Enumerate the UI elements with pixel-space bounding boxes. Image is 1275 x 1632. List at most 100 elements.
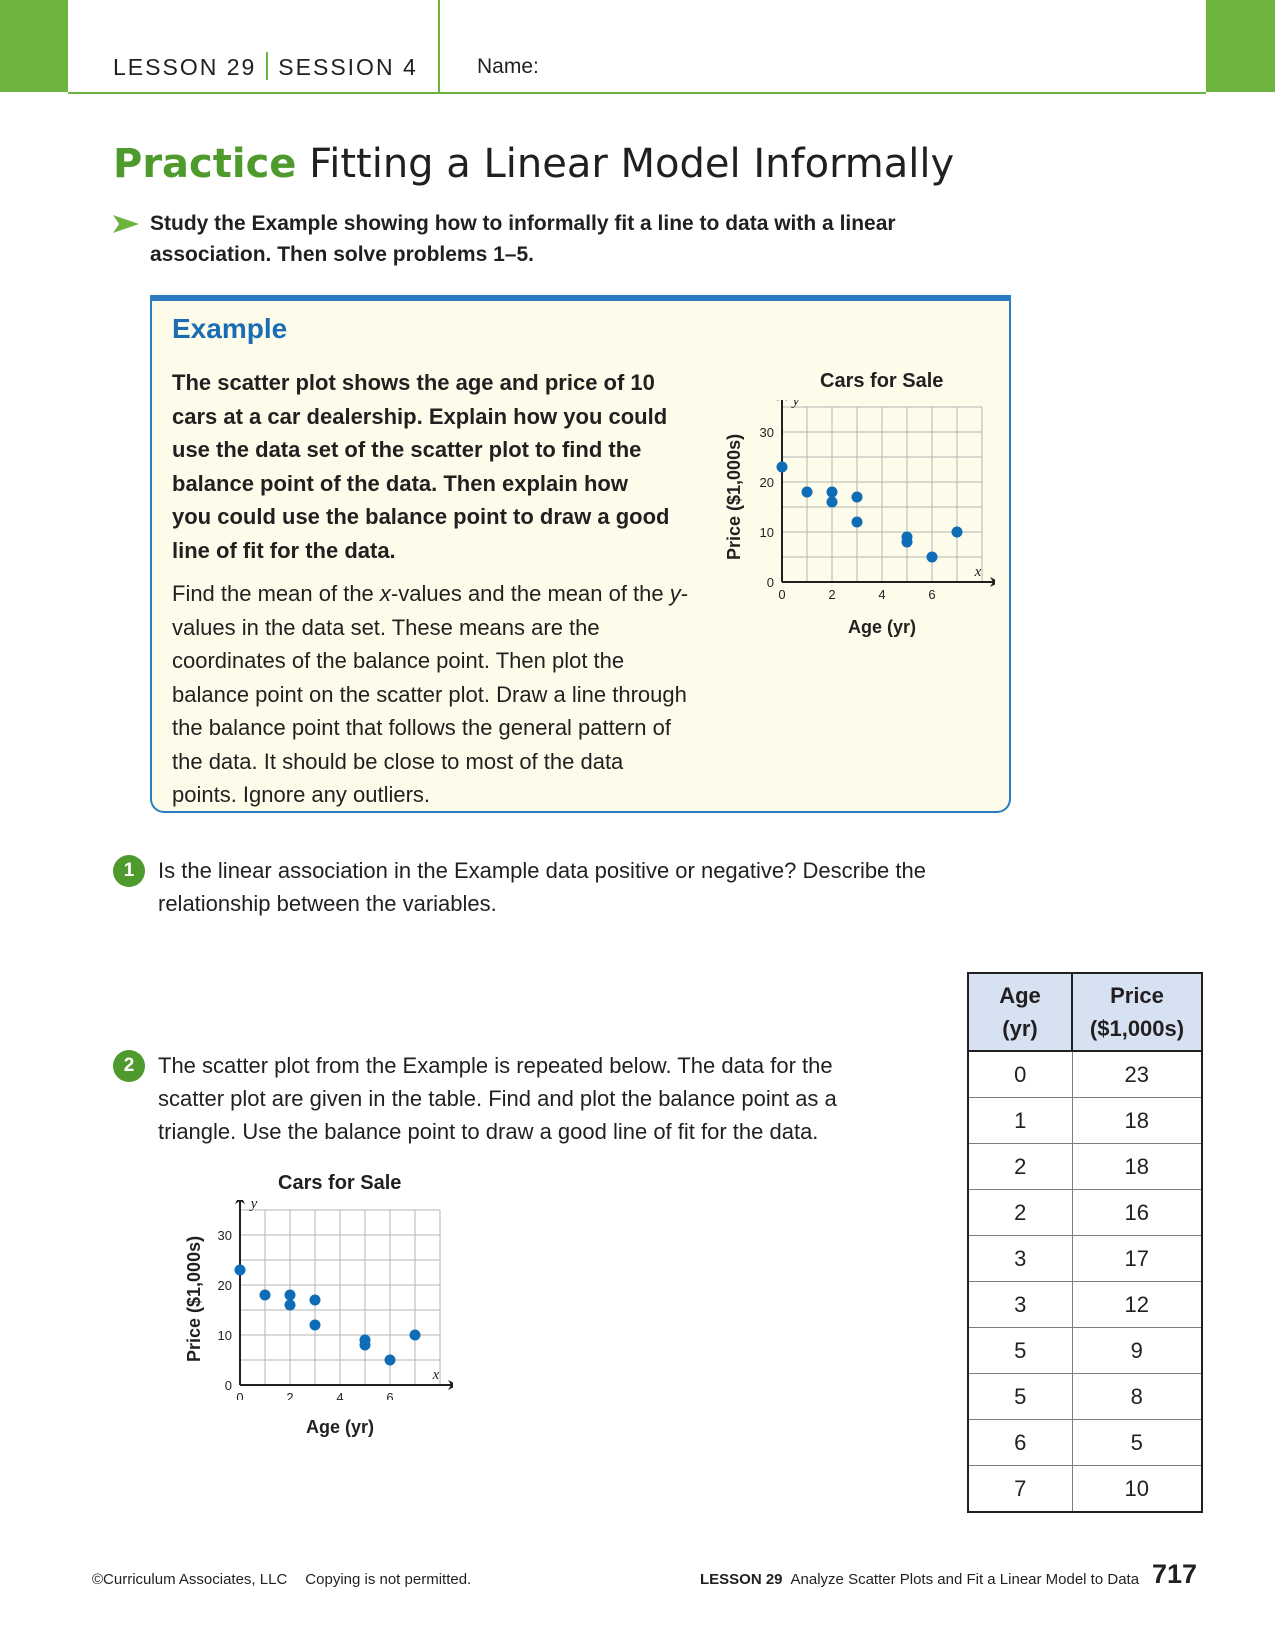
x-tick-label: 4 <box>336 1390 343 1400</box>
data-point <box>826 496 838 508</box>
y-tick-label: 0 <box>767 575 774 590</box>
header-text: Price <box>1110 983 1164 1008</box>
data-point <box>826 486 838 498</box>
data-point <box>234 1264 246 1276</box>
age-cell: 0 <box>967 1050 1073 1098</box>
y-tick-label: 0 <box>225 1378 232 1393</box>
price-cell: 10 <box>1072 1465 1203 1513</box>
header-rule <box>68 92 1206 94</box>
x-axis-variable: x <box>974 564 982 580</box>
example-box: Example The scatter plot shows the age a… <box>150 295 1011 813</box>
data-point <box>951 526 963 538</box>
x-tick-label: 6 <box>928 587 935 600</box>
footer-lesson: LESSON 29 Analyze Scatter Plots and Fit a… <box>700 1571 1139 1588</box>
data-point <box>409 1329 421 1341</box>
chart1-scatter-plot: x y 0 2 4 6 0 10 20 30 <box>760 400 995 600</box>
header-green-block-left <box>0 0 68 92</box>
x-tick-label: 2 <box>286 1390 293 1400</box>
table-row: 3 17 <box>967 1235 1203 1282</box>
header-text: Age <box>999 983 1041 1008</box>
age-price-table: Age (yr) Price ($1,000s) 0 23 1 18 2 18 2 16 3 17 3 1… <box>967 972 1203 1513</box>
header-unit: (yr) <box>1002 1016 1038 1041</box>
lesson-session-separator <box>266 52 269 80</box>
price-cell: 12 <box>1072 1281 1203 1328</box>
example-heading: Example <box>172 313 288 344</box>
table-row: 1 18 <box>967 1097 1203 1144</box>
question-1-text: Is the linear association in the Example… <box>158 858 926 916</box>
x-axis-arrow-icon <box>448 1380 453 1390</box>
y-tick-label: 20 <box>218 1278 232 1293</box>
price-cell: 17 <box>1072 1235 1203 1282</box>
price-cell: 23 <box>1072 1050 1203 1098</box>
y-tick-label: 10 <box>218 1328 232 1343</box>
chart2-xlabel: Age (yr) <box>306 1417 375 1437</box>
age-cell: 2 <box>967 1189 1073 1236</box>
footer-copyright: ©Curriculum Associates, LLC Copying is no… <box>92 1571 471 1588</box>
y-tick-label: 30 <box>760 425 774 440</box>
page-number: 717 <box>1152 1559 1198 1589</box>
price-cell: 18 <box>1072 1097 1203 1144</box>
table-header-age: Age (yr) <box>967 972 1073 1052</box>
data-point <box>359 1339 371 1351</box>
age-cell: 5 <box>967 1373 1073 1420</box>
age-cell: 7 <box>967 1465 1073 1513</box>
price-cell: 8 <box>1072 1373 1203 1420</box>
table-row: 0 23 <box>967 1050 1203 1098</box>
solution-text-part: -values in the data set. These means are… <box>172 581 689 807</box>
x-tick-label: 2 <box>828 587 835 600</box>
y-axis-arrow-icon <box>235 1200 245 1204</box>
y-axis-arrow-icon <box>777 400 787 401</box>
age-cell: 6 <box>967 1419 1073 1466</box>
page-title-highlight: Practice <box>113 141 297 187</box>
data-point <box>309 1294 321 1306</box>
footer-lesson-title: Analyze Scatter Plots and Fit a Linear M… <box>790 1571 1140 1588</box>
data-point <box>851 491 863 503</box>
y-tick-label: 30 <box>218 1228 232 1243</box>
example-solution-text: Find the mean of the x-values and the me… <box>172 577 692 812</box>
age-cell: 2 <box>967 1143 1073 1190</box>
intro-instructions: Study the Example showing how to informa… <box>150 212 896 266</box>
chart1-ylabel: Price ($1,000s) <box>724 433 744 560</box>
y-tick-label: 10 <box>760 525 774 540</box>
y-axis-variable: y <box>249 1200 258 1212</box>
data-point <box>284 1299 296 1311</box>
x-tick-label: 0 <box>236 1390 243 1400</box>
data-point <box>901 536 913 548</box>
price-cell: 9 <box>1072 1327 1203 1374</box>
table-row: 2 16 <box>967 1189 1203 1236</box>
solution-variable-x: x <box>379 581 391 606</box>
y-axis-variable: y <box>791 400 800 409</box>
chart2-ylabel: Price ($1,000s) <box>184 1235 204 1362</box>
header-divider <box>438 0 440 92</box>
x-axis-variable: x <box>432 1367 440 1383</box>
solution-text-part: -values and the mean of the <box>390 581 670 606</box>
solution-text-part: Find the mean of the <box>172 581 380 606</box>
data-point <box>384 1354 396 1366</box>
age-cell: 5 <box>967 1327 1073 1374</box>
table-row: 7 10 <box>967 1465 1203 1513</box>
page-title: Practice Fitting a Linear Model Informal… <box>113 141 954 187</box>
chart2-title: Cars for Sale <box>278 1172 402 1194</box>
price-cell: 5 <box>1072 1419 1203 1466</box>
data-point <box>259 1289 271 1301</box>
header-unit: ($1,000s) <box>1089 1016 1185 1041</box>
solution-variable-y: y <box>669 581 681 606</box>
age-cell: 3 <box>967 1235 1073 1282</box>
question-2-number: 2 <box>113 1050 145 1082</box>
lesson-session-label: LESSON 29 SESSION 4 <box>113 52 418 81</box>
chart1-xlabel: Age (yr) <box>848 617 917 637</box>
x-tick-label: 0 <box>778 587 785 600</box>
data-point <box>851 516 863 528</box>
age-cell: 3 <box>967 1281 1073 1328</box>
table-header-price: Price ($1,000s) <box>1071 972 1203 1052</box>
x-tick-label: 6 <box>386 1390 393 1400</box>
x-tick-label: 4 <box>878 587 885 600</box>
name-label: Name: <box>477 55 539 78</box>
data-point <box>776 461 788 473</box>
page-title-text: Fitting a Linear Model Informally <box>309 141 955 187</box>
y-tick-label: 20 <box>760 475 774 490</box>
session-label: SESSION 4 <box>278 54 418 80</box>
